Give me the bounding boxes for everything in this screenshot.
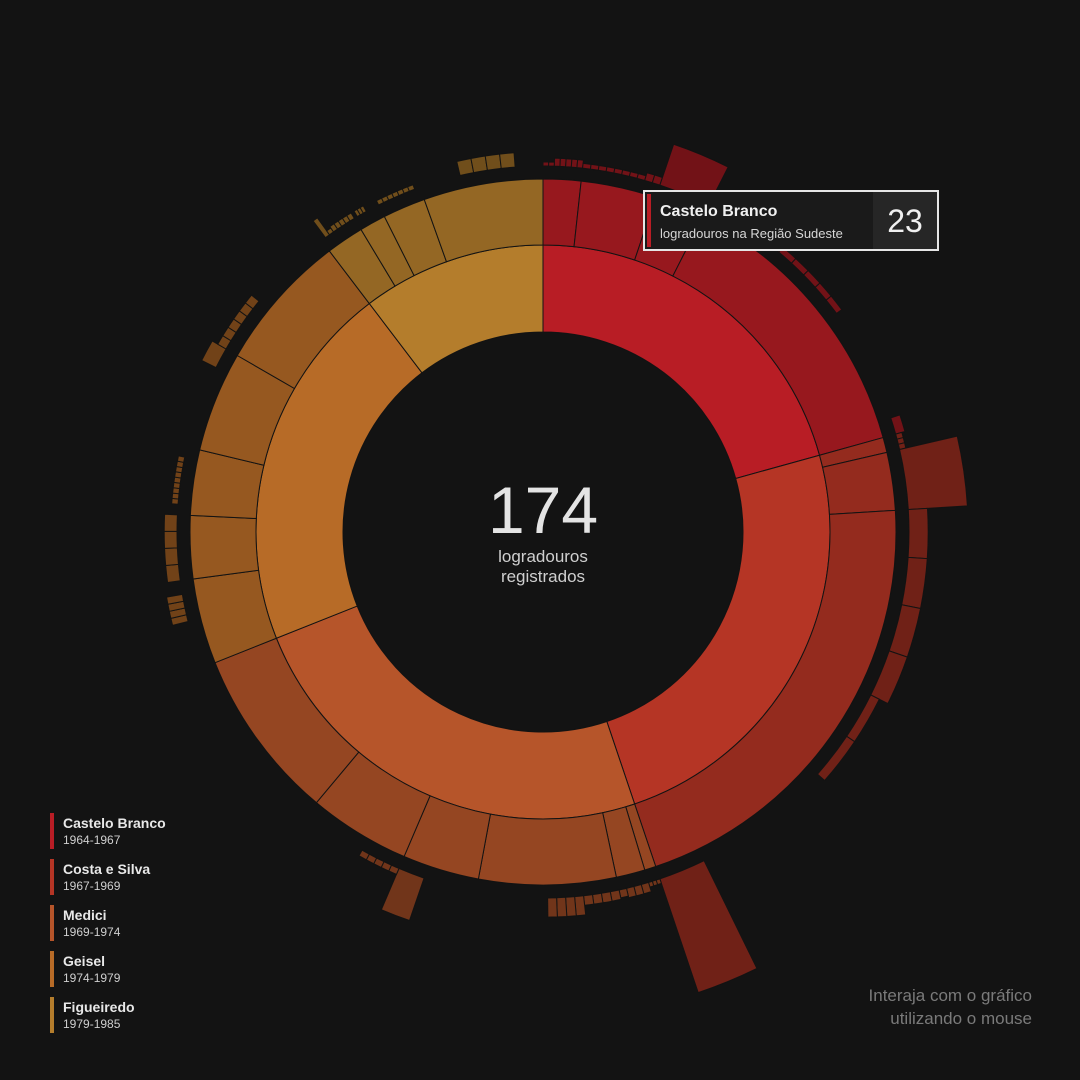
legend-item-costa-e-silva[interactable]: Costa e Silva 1967-1969 xyxy=(50,859,166,895)
legend-item-geisel[interactable]: Geisel 1974-1979 xyxy=(50,951,166,987)
item-arc-1-2-2[interactable] xyxy=(888,604,922,658)
legend-color-bar xyxy=(50,951,54,987)
legend-name: Medici xyxy=(63,907,107,923)
legend-color-bar xyxy=(50,905,54,941)
item-arc-3-1-2[interactable] xyxy=(163,530,178,549)
item-arc-4-0-1[interactable] xyxy=(312,217,331,239)
item-arc-2-2-3[interactable] xyxy=(583,894,595,906)
item-arc-2-2-7[interactable] xyxy=(547,897,558,918)
legend-years: 1979-1985 xyxy=(63,1017,121,1031)
tooltip: Castelo Branco logradouros na Região Sud… xyxy=(643,190,939,251)
tooltip-subtitle: logradouros na Região Sudeste xyxy=(660,226,843,241)
item-arc-3-1-1[interactable] xyxy=(164,547,179,567)
item-arc-0-1-1[interactable] xyxy=(589,163,600,171)
total-count: 174 xyxy=(487,473,599,547)
legend-name: Figueiredo xyxy=(63,999,135,1015)
item-arc-0-0-0[interactable] xyxy=(542,161,550,167)
interaction-hint: Interaja com o gráfico utilizando o mous… xyxy=(869,984,1032,1030)
region-arc-4-3[interactable] xyxy=(423,178,544,263)
item-arc-4-1-3[interactable] xyxy=(359,205,368,214)
legend-item-figueiredo[interactable]: Figueiredo 1979-1985 xyxy=(50,997,166,1033)
item-arc-0-1-2[interactable] xyxy=(597,164,608,173)
item-arc-4-3-6[interactable] xyxy=(499,152,516,169)
item-arc-0-3-9[interactable] xyxy=(825,295,843,315)
item-arc-3-4-5[interactable] xyxy=(244,294,260,310)
item-arc-3-0-10[interactable] xyxy=(166,593,185,605)
item-arc-3-2-10[interactable] xyxy=(176,455,186,463)
total-label: logradouros registrados xyxy=(393,547,693,587)
region-arc-2-2[interactable] xyxy=(477,812,617,886)
legend-item-castelo-branco[interactable]: Castelo Branco 1964-1967 xyxy=(50,813,166,849)
tooltip-title: Castelo Branco xyxy=(660,203,778,220)
item-arc-0-1-3[interactable] xyxy=(605,166,616,174)
total-label-line2: registrados xyxy=(500,567,586,586)
item-arc-2-2-6[interactable] xyxy=(556,896,568,918)
legend-color-bar xyxy=(50,997,54,1033)
item-arc-1-2-9[interactable] xyxy=(659,859,758,994)
legend-color-bar xyxy=(50,859,54,895)
hint-line2: utilizando o mouse xyxy=(890,1009,1032,1028)
tooltip-value-box: 23 xyxy=(873,192,937,249)
item-arc-1-2-3[interactable] xyxy=(870,650,908,705)
item-arc-0-0-1[interactable] xyxy=(548,161,555,167)
region-arc-3-1[interactable] xyxy=(189,514,260,580)
item-arc-2-2-5[interactable] xyxy=(565,896,577,917)
item-arc-1-2-1[interactable] xyxy=(901,556,928,610)
item-arc-4-0-7[interactable] xyxy=(346,212,355,222)
legend-years: 1967-1969 xyxy=(63,879,121,893)
item-arc-3-1-0[interactable] xyxy=(165,563,181,584)
item-arc-0-3-17[interactable] xyxy=(890,414,906,435)
legend-years: 1969-1974 xyxy=(63,925,121,939)
item-arc-3-1-3[interactable] xyxy=(163,513,178,532)
tooltip-value: 23 xyxy=(887,203,923,239)
item-arc-2-4-4[interactable] xyxy=(358,849,370,861)
legend-name: Castelo Branco xyxy=(63,815,166,831)
total-label-line1: logradouros xyxy=(498,547,588,566)
legend: Castelo Branco 1964-1967 Costa e Silva 1… xyxy=(50,813,166,1043)
item-arc-1-2-0[interactable] xyxy=(907,507,929,560)
item-arc-4-2-6[interactable] xyxy=(406,184,416,192)
hint-line1: Interaja com o gráfico xyxy=(868,986,1032,1005)
item-arc-1-2-5[interactable] xyxy=(816,735,856,782)
item-arc-0-0-3[interactable] xyxy=(559,157,567,168)
legend-years: 1974-1979 xyxy=(63,971,121,985)
item-arc-2-3-2[interactable] xyxy=(380,867,425,922)
tooltip-color-bar xyxy=(647,194,651,247)
legend-name: Costa e Silva xyxy=(63,861,151,877)
legend-name: Geisel xyxy=(63,953,106,969)
legend-color-bar xyxy=(50,813,54,849)
legend-years: 1964-1967 xyxy=(63,833,121,847)
item-arc-0-1-0[interactable] xyxy=(582,162,592,170)
item-arc-1-1-0[interactable] xyxy=(898,435,968,511)
item-arc-4-3-4[interactable] xyxy=(470,155,488,174)
item-arc-4-3-5[interactable] xyxy=(484,153,502,171)
legend-item-medici[interactable]: Medici 1969-1974 xyxy=(50,905,166,941)
item-arc-0-0-2[interactable] xyxy=(553,157,561,167)
